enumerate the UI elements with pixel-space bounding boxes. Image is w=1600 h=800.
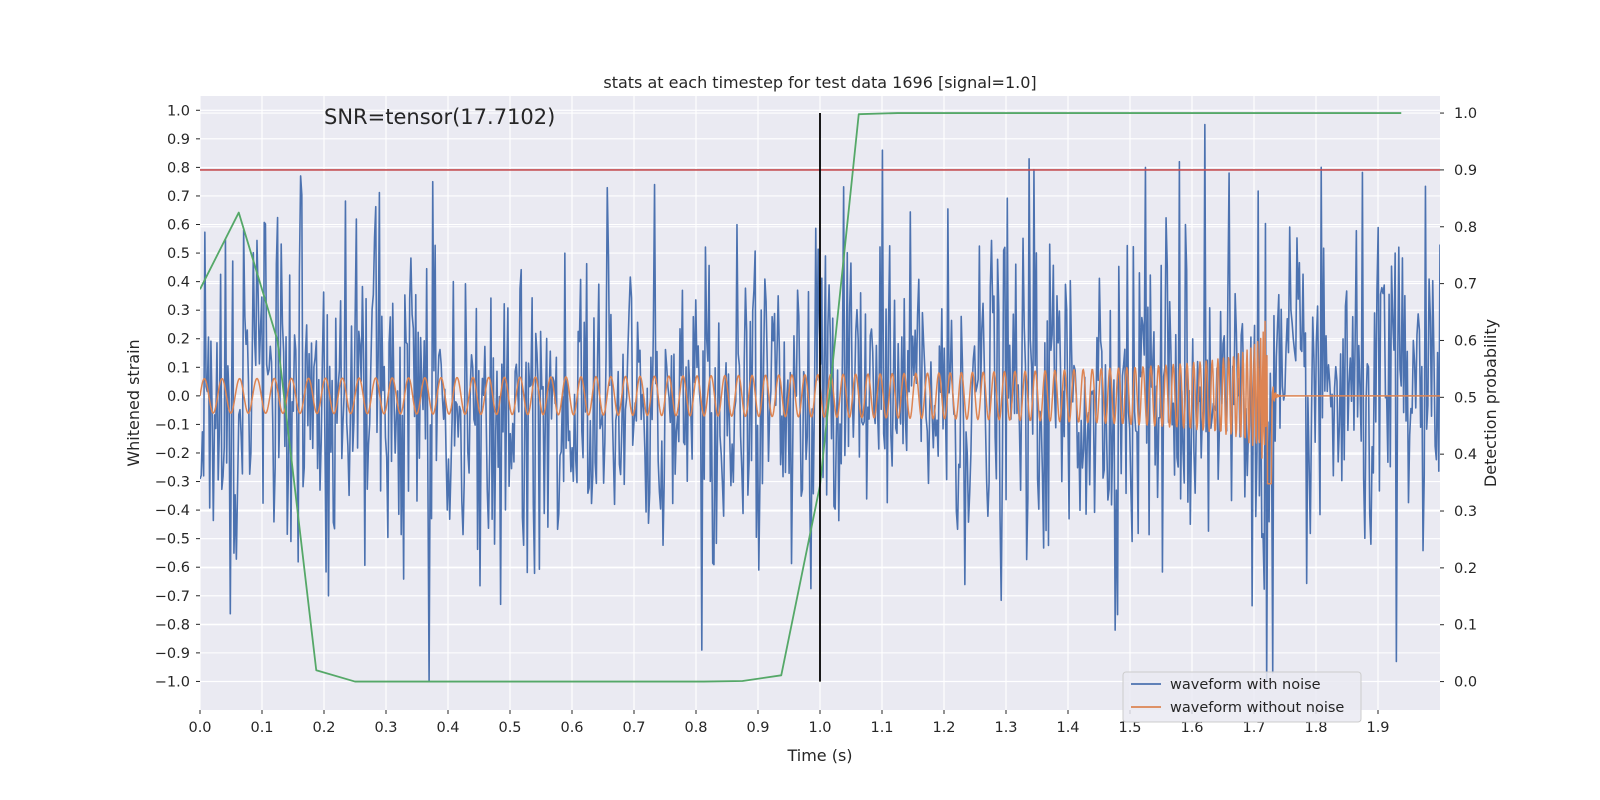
x-tick-label: 1.2 [932, 720, 955, 736]
x-tick-label: 0.2 [312, 720, 335, 736]
x-tick-label: 1.1 [870, 720, 893, 736]
y-tick-label: 0.1 [167, 360, 190, 376]
y-tick-label: −0.7 [155, 589, 190, 605]
y-tick-label: −0.9 [155, 646, 190, 662]
x-tick-label: 1.9 [1366, 720, 1389, 736]
chart-title: stats at each timestep for test data 169… [603, 73, 1036, 92]
y-axis-label: Whitened strain [124, 339, 143, 466]
y-tick-label: −0.6 [155, 560, 190, 576]
y-tick-label: 0.3 [167, 303, 190, 319]
legend: waveform with noise waveform without noi… [1122, 671, 1362, 723]
x-tick-labels: 0.0 0.1 0.2 0.3 0.4 0.5 0.6 0.7 0.8 0.9 1.0 1.1 1.2 1… [188, 710, 1390, 736]
x-tick-label: 0.4 [436, 720, 459, 736]
x-tick-label: 1.3 [994, 720, 1017, 736]
y-tick-label: −0.8 [155, 617, 190, 633]
x-tick-label: 1.0 [808, 720, 831, 736]
y-tick-label: 0.6 [167, 218, 190, 234]
x-tick-label: 0.0 [188, 720, 211, 736]
x-axis-label: Time (s) [786, 746, 852, 765]
y-tick-label: −0.3 [155, 475, 190, 491]
y2-tick-label: 0.0 [1454, 675, 1477, 691]
x-tick-label: 0.8 [684, 720, 707, 736]
y-tick-label: −0.5 [155, 532, 190, 548]
y2-tick-labels: 1.0 0.9 0.8 0.7 0.6 0.5 0.4 0.3 0.2 0.1 0.0 [1440, 106, 1477, 691]
y2-tick-label: 0.8 [1454, 220, 1477, 236]
y-tick-label: 0.4 [167, 275, 190, 291]
reference-lines [200, 113, 1440, 682]
y-tick-label: 0.5 [167, 246, 190, 262]
y2-tick-label: 0.5 [1454, 390, 1477, 406]
x-tick-label: 0.1 [250, 720, 273, 736]
x-tick-label: 1.4 [1056, 720, 1079, 736]
y2-tick-label: 0.9 [1454, 163, 1477, 179]
x-tick-label: 1.5 [1118, 720, 1141, 736]
x-tick-label: 0.3 [374, 720, 397, 736]
y2-tick-label: 0.4 [1454, 447, 1477, 463]
y-tick-label: −0.4 [155, 503, 190, 519]
legend-label-noise: waveform with noise [1170, 677, 1321, 693]
y-tick-label: −1.0 [155, 674, 190, 690]
x-tick-label: 0.5 [498, 720, 521, 736]
y2-tick-label: 0.2 [1454, 561, 1477, 577]
y2-tick-label: 0.3 [1454, 504, 1477, 520]
y-tick-label: 0.0 [167, 389, 190, 405]
y2-tick-label: 0.7 [1454, 277, 1477, 293]
y-tick-label: −0.1 [155, 417, 190, 433]
y-tick-label: 0.9 [167, 132, 190, 148]
x-tick-label: 1.6 [1180, 720, 1203, 736]
x-tick-label: 0.7 [622, 720, 645, 736]
legend-box [1122, 671, 1362, 723]
y-tick-label: 0.8 [167, 160, 190, 176]
legend-label-clean: waveform without noise [1170, 700, 1344, 716]
y2-tick-label: 0.1 [1454, 618, 1477, 634]
y-tick-label: 0.7 [167, 189, 190, 205]
y-tick-label: 1.0 [167, 103, 190, 119]
x-tick-label: 1.7 [1242, 720, 1265, 736]
snr-annotation: SNR=tensor(17.7102) [324, 105, 555, 129]
y2-axis-label: Detection probability [1481, 319, 1500, 487]
y2-tick-label: 0.6 [1454, 333, 1477, 349]
x-tick-label: 0.9 [746, 720, 769, 736]
y2-tick-label: 1.0 [1454, 106, 1477, 122]
x-tick-label: 1.8 [1304, 720, 1327, 736]
y-tick-label: −0.2 [155, 446, 190, 462]
series-line-detection-probability [200, 112, 1402, 683]
y-tick-label: 0.2 [167, 332, 190, 348]
y-tick-labels: 1.0 0.9 0.8 0.7 0.6 0.5 0.4 0.3 0.2 0.1 0.0 −0.1 −0.… [155, 103, 200, 690]
x-tick-label: 0.6 [560, 720, 583, 736]
